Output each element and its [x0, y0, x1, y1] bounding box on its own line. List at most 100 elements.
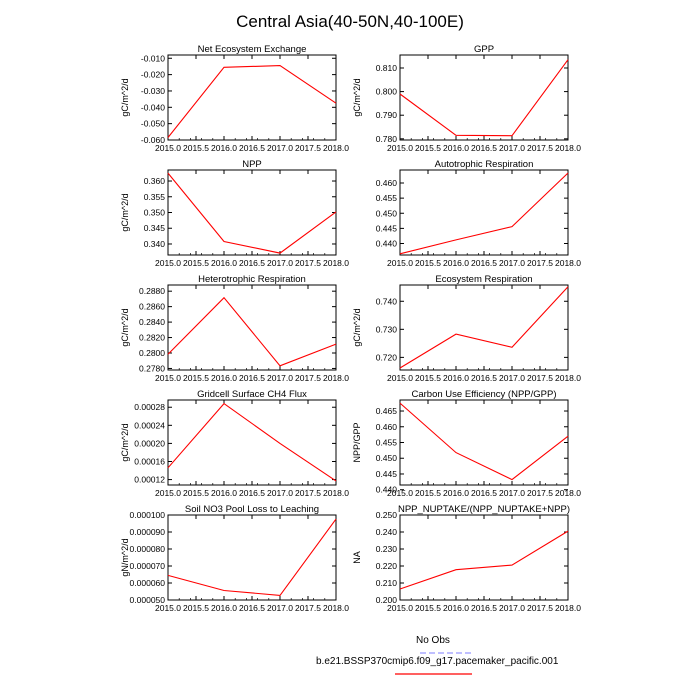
x-tick-label: 2018.0 — [555, 488, 581, 498]
x-tick-label: 2018.0 — [555, 603, 581, 613]
x-tick-label: 2015.0 — [387, 258, 413, 268]
x-tick-label: 2016.5 — [239, 488, 265, 498]
y-tick-label: 0.345 — [144, 223, 166, 233]
y-tick-label: 0.00028 — [134, 402, 165, 412]
series-line — [167, 518, 337, 596]
x-tick-label: 2015.5 — [183, 373, 209, 383]
x-tick-label: 2017.0 — [267, 258, 293, 268]
panel-title: NPP_NUPTAKE/(NPP_NUPTAKE+NPP) — [398, 504, 570, 515]
series-line — [399, 530, 569, 590]
panel-title: Soil NO3 Pool Loss to Leaching — [185, 504, 319, 515]
y-tick-label: 0.440 — [376, 239, 398, 249]
y-tick-label: 0.720 — [376, 352, 398, 362]
x-tick-label: 2016.0 — [211, 258, 237, 268]
plot-frame — [167, 284, 337, 371]
x-tick-label: 2016.5 — [239, 258, 265, 268]
x-tick-label: 2015.0 — [155, 488, 181, 498]
y-tick-label: 0.2820 — [139, 333, 165, 343]
x-tick-label: 2017.5 — [527, 603, 553, 613]
y-tick-label: 0.810 — [376, 63, 398, 73]
plot-frame — [399, 514, 569, 601]
x-tick-label: 2016.5 — [471, 143, 497, 153]
x-tick-label: 2018.0 — [323, 603, 349, 613]
series-line — [399, 172, 569, 255]
x-tick-label: 2015.0 — [155, 258, 181, 268]
series-line — [399, 59, 569, 137]
y-tick-label: 0.2860 — [139, 302, 165, 312]
y-tick-label: 0.450 — [376, 208, 398, 218]
panel-7: Gridcell Surface CH4 Flux 2015.0 2015.5 201… — [120, 389, 349, 498]
y-tick-label: 0.000050 — [130, 595, 166, 605]
y-tick-label: 0.340 — [144, 239, 166, 249]
x-tick-label: 2015.0 — [155, 603, 181, 613]
y-tick-label: 0.220 — [376, 561, 398, 571]
x-tick-label: 2016.5 — [471, 603, 497, 613]
x-tick-label: 2016.0 — [211, 373, 237, 383]
y-tick-label: 0.240 — [376, 527, 398, 537]
plot-frame — [167, 399, 337, 486]
legend-model-label: b.e21.BSSP370cmip6.f09_g17.pacemaker_pac… — [316, 656, 559, 667]
y-tick-label: 0.00016 — [134, 456, 165, 466]
x-tick-label: 2015.5 — [415, 373, 441, 383]
x-tick-label: 2018.0 — [555, 373, 581, 383]
y-tick-label: 0.000090 — [130, 527, 166, 537]
y-tick-label: 0.455 — [376, 438, 398, 448]
y-tick-label: 0.360 — [144, 176, 166, 186]
x-tick-label: 2015.0 — [387, 373, 413, 383]
x-tick-label: 2017.0 — [499, 258, 525, 268]
x-tick-label: 2017.0 — [267, 143, 293, 153]
x-tick-label: 2017.0 — [267, 603, 293, 613]
plot-frame — [167, 169, 337, 256]
x-tick-label: 2015.0 — [155, 143, 181, 153]
y-tick-label: 0.2840 — [139, 317, 165, 327]
y-tick-label: 0.740 — [376, 296, 398, 306]
x-tick-label: 2018.0 — [555, 143, 581, 153]
y-tick-label: 0.210 — [376, 578, 398, 588]
x-tick-label: 2017.0 — [267, 373, 293, 383]
panel-title: GPP — [474, 44, 494, 55]
plot-frame — [399, 399, 569, 486]
x-tick-label: 2018.0 — [323, 373, 349, 383]
panel-title: Gridcell Surface CH4 Flux — [197, 389, 307, 400]
panel-2: GPP 2015.0 2015.5 2016.0 2016.5 2017.0 2017.5 2… — [352, 44, 581, 153]
panel-1: Net Ecosystem Exchange 2015.0 2015.5 2016.0… — [120, 44, 349, 153]
x-tick-label: 2016.5 — [239, 373, 265, 383]
y-tick-label: -0.030 — [141, 86, 165, 96]
y-tick-label: 0.000100 — [130, 510, 166, 520]
y-tick-label: 0.455 — [376, 193, 398, 203]
x-tick-label: 2017.5 — [295, 488, 321, 498]
y-tick-label: 0.00024 — [134, 420, 165, 430]
x-tick-label: 2017.0 — [499, 488, 525, 498]
y-axis-label: gC/m^2/d — [120, 423, 130, 461]
y-tick-label: -0.050 — [141, 119, 165, 129]
x-tick-label: 2015.5 — [415, 488, 441, 498]
y-tick-label: 0.445 — [376, 469, 398, 479]
y-tick-label: 0.000080 — [130, 544, 166, 554]
y-tick-label: 0.000070 — [130, 561, 166, 571]
x-tick-label: 2015.0 — [387, 488, 413, 498]
x-tick-label: 2016.5 — [239, 143, 265, 153]
x-tick-label: 2016.0 — [211, 603, 237, 613]
x-tick-label: 2015.5 — [183, 488, 209, 498]
panel-title: Net Ecosystem Exchange — [198, 44, 307, 55]
y-tick-label: -0.010 — [141, 53, 165, 63]
series-line — [167, 296, 337, 367]
panel-title: Heterotrophic Respiration — [198, 274, 306, 285]
y-tick-label: 0.230 — [376, 544, 398, 554]
y-tick-label: 0.2880 — [139, 286, 165, 296]
y-tick-label: 0.800 — [376, 87, 398, 97]
x-tick-label: 2018.0 — [323, 488, 349, 498]
y-axis-label: gC/m^2/d — [352, 308, 362, 346]
x-tick-label: 2016.5 — [239, 603, 265, 613]
plot-frame — [167, 54, 337, 141]
x-tick-label: 2016.5 — [471, 373, 497, 383]
series-line — [399, 402, 569, 481]
x-tick-label: 2016.0 — [443, 488, 469, 498]
x-tick-label: 2017.0 — [499, 373, 525, 383]
x-tick-label: 2016.0 — [443, 373, 469, 383]
series-line — [399, 286, 569, 369]
